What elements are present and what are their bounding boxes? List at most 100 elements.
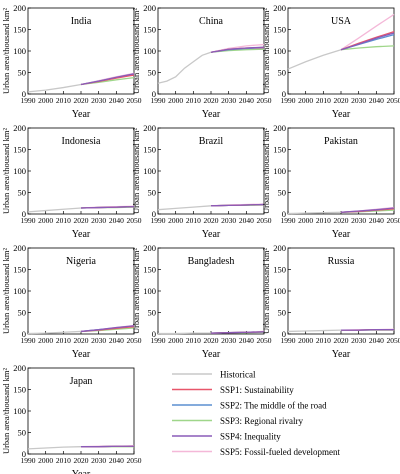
x-tick-label: 2030 [221,216,236,225]
y-tick-label: 100 [143,46,156,56]
x-tick-label: 2050 [127,336,142,345]
y-tick-label: 200 [143,123,156,133]
y-tick-label: 50 [278,308,287,318]
x-tick-label: 2050 [127,216,142,225]
y-tick-label: 50 [18,428,27,438]
x-tick-label: 2010 [186,336,201,345]
y-tick-label: 50 [148,188,157,198]
panel-title: Japan [70,376,93,387]
y-tick-label: 200 [273,123,286,133]
y-axis-label: Urban area/thousand km² [131,247,141,334]
y-tick-label: 150 [13,145,26,155]
y-axis-label: Urban area/thousand km² [1,127,11,214]
y-tick-label: 0 [152,209,156,219]
y-tick-label: 0 [22,449,26,459]
x-tick-label: 2040 [239,336,254,345]
x-tick-label: 2020 [74,96,89,105]
x-tick-label: 2000 [168,96,183,105]
y-axis-label: Urban area/thousand km² [261,7,271,94]
panel-title: Nigeria [66,256,97,267]
x-tick-label: 2000 [168,336,183,345]
series-line-historical [287,49,342,70]
x-tick-label: 1990 [21,456,36,465]
y-tick-label: 150 [143,25,156,35]
x-tick-label: 2010 [316,336,331,345]
y-tick-label: 100 [273,46,286,56]
x-tick-label: 2020 [334,96,349,105]
panel-title: USA [331,16,352,27]
x-axis-label: Year [202,349,221,360]
x-tick-label: 2020 [204,96,219,105]
y-axis-label: Urban area/thousand km² [1,367,11,454]
series-line-historical [27,207,82,213]
x-tick-label: 2020 [334,336,349,345]
series-line-ssp4 [210,46,265,53]
y-tick-label: 100 [273,166,286,176]
x-tick-label: 1990 [281,96,296,105]
y-tick-label: 150 [273,265,286,275]
series-line-historical [157,51,212,84]
y-tick-label: 0 [282,89,286,99]
series-line-ssp4 [80,73,135,86]
x-tick-label: 2000 [298,96,313,105]
y-tick-label: 100 [143,286,156,296]
y-tick-label: 150 [273,25,286,35]
y-tick-label: 50 [148,68,157,78]
x-tick-label: 2020 [74,216,89,225]
x-tick-label: 2010 [316,216,331,225]
x-tick-label: 2040 [369,216,384,225]
y-tick-label: 0 [282,329,286,339]
y-tick-label: 100 [13,406,26,416]
legend-label-ssp4: SSP4: Inequality [220,432,281,442]
y-tick-label: 100 [13,46,26,56]
y-axis-label: Urban area/thousand km² [131,7,141,94]
chart-panel-bangladesh: 0 50 100 150 200 1990 2000 2010 2020 2030 2040 2050… [131,243,272,360]
x-axis-label: Year [202,229,221,240]
panel-title: Pakistan [324,136,358,147]
x-axis-label: Year [332,109,351,120]
series-line-historical [27,83,82,93]
x-tick-label: 2030 [351,336,366,345]
chart-panel-india: 0 50 100 150 200 1990 2000 2010 2020 2030 2040 2050… [1,3,142,120]
x-tick-label: 2050 [127,456,142,465]
panel-title: China [199,16,223,27]
x-tick-label: 2010 [56,216,71,225]
y-tick-label: 0 [22,329,26,339]
series-line-ssp5 [340,13,395,51]
chart-panel-russia: 0 50 100 150 200 1990 2000 2010 2020 2030 2040 2050… [261,243,400,360]
y-tick-label: 200 [273,243,286,253]
x-tick-label: 2040 [109,456,124,465]
y-axis-label: Urban area/thousand km² [261,127,271,214]
y-axis-label: Urban area/thousand km² [1,7,11,94]
x-tick-label: 2010 [316,96,331,105]
chart-panel-brazil: 0 50 100 150 200 1990 2000 2010 2020 2030 2040 2050… [131,123,272,240]
series-line-ssp4 [210,203,265,207]
chart-panel-china: 0 50 100 150 200 1990 2000 2010 2020 2030 2040 2050… [131,3,272,120]
y-axis-label: Urban area/thousand km² [131,127,141,214]
x-tick-label: 1990 [21,96,36,105]
x-tick-label: 2000 [38,336,53,345]
legend-label-ssp1: SSP1: Sustainability [220,385,294,395]
y-tick-label: 200 [143,3,156,13]
x-tick-label: 2010 [56,336,71,345]
series-line-ssp4 [210,331,265,334]
chart-panel-japan: 0 50 100 150 200 1990 2000 2010 2020 2030 2040 2050… [1,363,142,474]
chart-panel-pakistan: 0 50 100 150 200 1990 2000 2010 2020 2030 2040 2050… [261,123,400,240]
y-tick-label: 200 [273,3,286,13]
series-line-historical [287,211,342,215]
series-line-ssp4 [340,32,395,51]
x-tick-label: 2050 [387,336,400,345]
panel-title: Brazil [199,136,224,147]
x-tick-label: 1990 [21,216,36,225]
y-tick-label: 50 [278,68,287,78]
y-tick-label: 50 [18,68,27,78]
chart-panel-usa: 0 50 100 150 200 1990 2000 2010 2020 2030 2040 2050… [261,3,400,120]
x-tick-label: 2020 [74,456,89,465]
legend: Historical SSP1: Sustainability SSP2: The … [172,370,340,457]
y-tick-label: 0 [22,209,26,219]
y-tick-label: 50 [278,188,287,198]
series-line-ssp3 [340,45,395,51]
x-tick-label: 2050 [387,216,400,225]
x-tick-label: 1990 [21,336,36,345]
